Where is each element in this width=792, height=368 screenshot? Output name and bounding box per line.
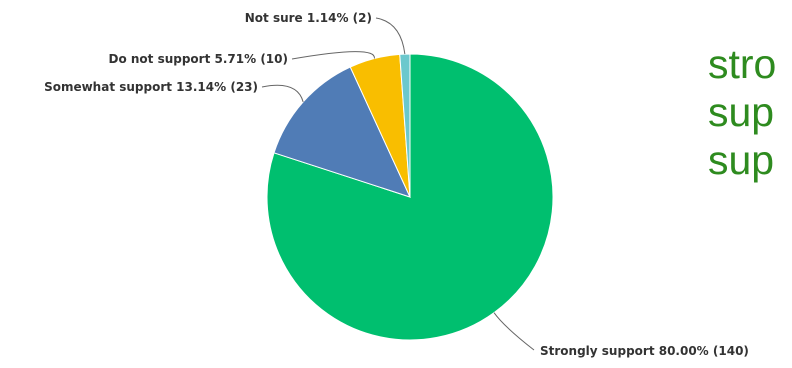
data-label-strongly-support: Strongly support 80.00% (140)	[540, 344, 749, 358]
side-text-line-1: stro	[708, 41, 777, 87]
leader-line-do-not-support	[291, 51, 375, 60]
side-text-line-3: sup	[708, 137, 775, 183]
pie-slice-somewhat-support	[273, 66, 411, 198]
leader-line-strongly-support	[493, 312, 535, 351]
side-text-line-2: sup	[708, 89, 775, 135]
data-label-do-not-support: Do not support 5.71% (10)	[108, 52, 288, 66]
leader-line-not-sure	[375, 17, 406, 55]
data-label-somewhat-support: Somewhat support 13.14% (23)	[44, 80, 258, 94]
side-text-block: stro sup sup	[708, 40, 776, 184]
leader-line-somewhat-support	[261, 84, 304, 103]
data-label-not-sure: Not sure 1.14% (2)	[245, 11, 372, 25]
